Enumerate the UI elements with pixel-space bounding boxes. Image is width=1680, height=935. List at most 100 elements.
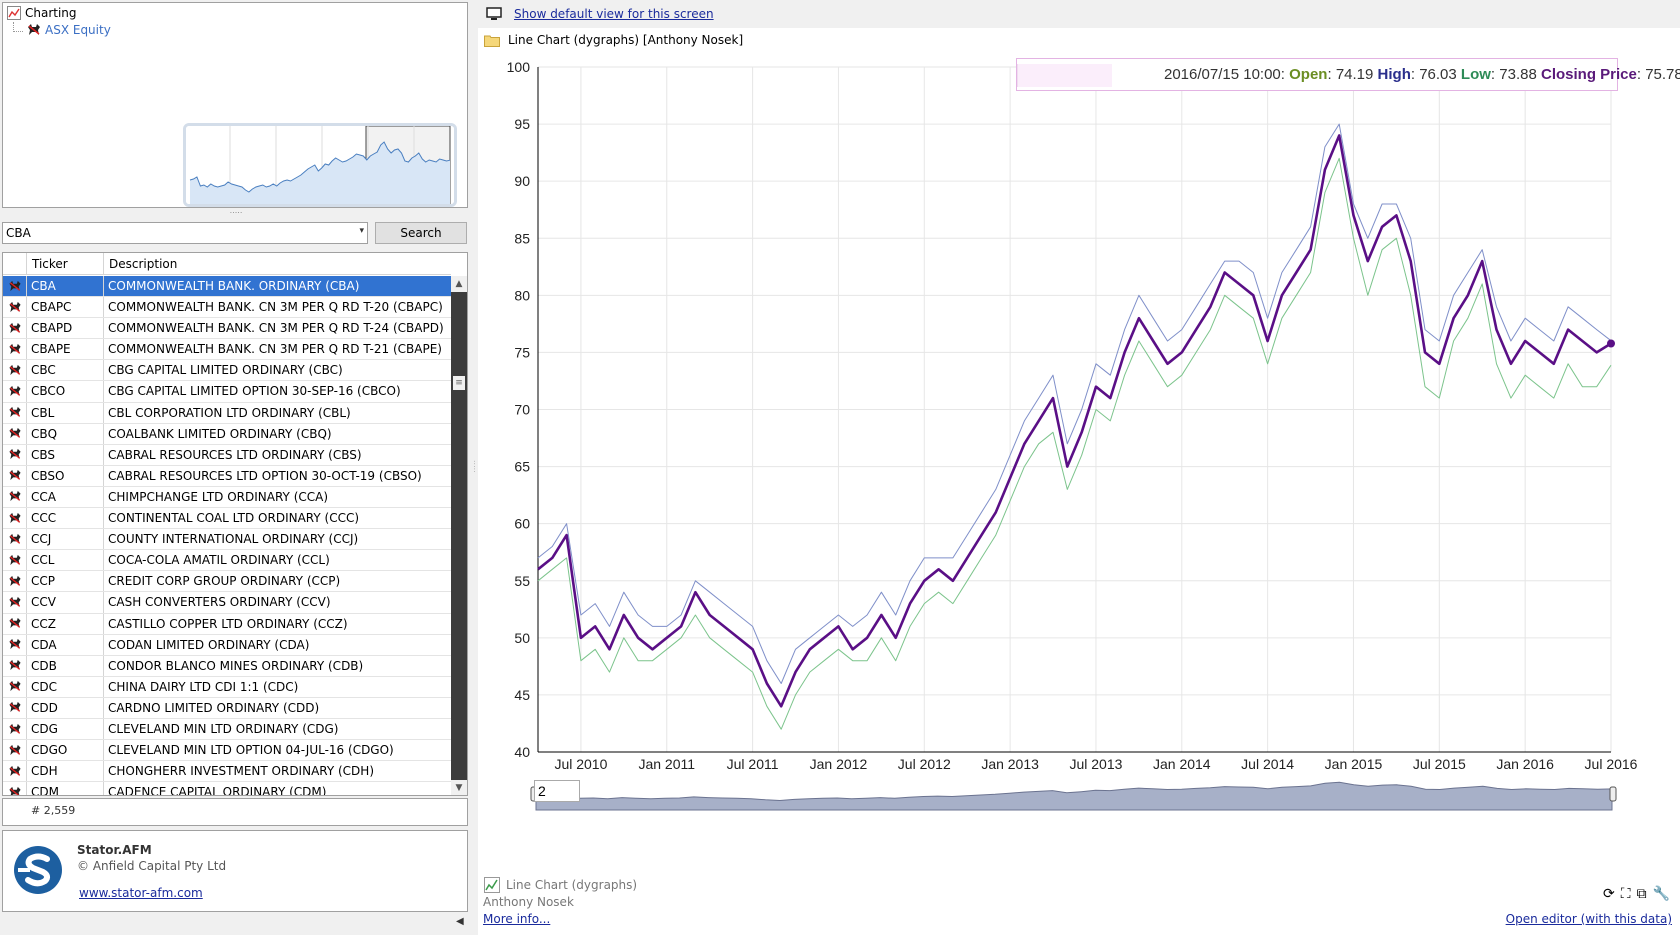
table-row[interactable]: CDGO CLEVELAND MIN LTD OPTION 04-JUL-16 (…: [3, 740, 451, 762]
ticker-cell: CCC: [27, 508, 104, 529]
footer-author: Anthony Nosek: [483, 895, 574, 909]
bull-bear-icon: [3, 360, 27, 381]
description-cell: COMMONWEALTH BANK. CN 3M PER Q RD T-21 (…: [108, 342, 442, 357]
more-info-link[interactable]: More info...: [483, 912, 551, 926]
brand-copyright: © Anfield Capital Pty Ltd: [77, 859, 227, 873]
grid-scrollbar[interactable]: ▲ ≡ ▼: [451, 276, 467, 795]
ticker-cell: CCP: [27, 571, 104, 592]
stator-logo-icon: [14, 846, 62, 894]
bull-bear-icon: [3, 486, 27, 508]
tree-item-asx-equity[interactable]: ASX Equity: [13, 22, 111, 37]
description-cell: CLEVELAND MIN LTD ORDINARY (CDG): [108, 721, 339, 736]
table-row[interactable]: CBL CBL CORPORATION LTD ORDINARY (CBL): [3, 402, 451, 424]
search-button[interactable]: Search: [375, 222, 467, 244]
table-row[interactable]: CBSO CABRAL RESOURCES LTD OPTION 30-OCT-1…: [3, 465, 451, 487]
chart-header: Line Chart (dygraphs) [Anthony Nosek]: [484, 33, 743, 47]
brand-website-link[interactable]: www.stator-afm.com: [79, 886, 203, 900]
table-row[interactable]: CCZ CASTILLO COPPER LTD ORDINARY (CCZ): [3, 613, 451, 635]
table-row[interactable]: CBAPE COMMONWEALTH BANK. CN 3M PER Q RD T…: [3, 339, 451, 361]
ticker-search-combo[interactable]: CBA ▾: [2, 222, 368, 244]
legend-swatch: [1017, 63, 1112, 87]
line-chart[interactable]: 40 45 50 55 60 65 70 75 80 85 90 95 100 Jul 2010 Jan …: [478, 52, 1680, 872]
chart-toolbar: ⟳ ⛶ ⧉ 🔧: [1603, 886, 1670, 902]
table-row[interactable]: CDM CADENCE CAPITAL ORDINARY (CDM): [3, 782, 451, 796]
x-tick-label: Jul 2013: [1069, 756, 1122, 772]
ticker-cell: CDB: [27, 655, 104, 676]
bull-bear-icon: [3, 697, 27, 718]
roll-period-input[interactable]: 2: [534, 780, 580, 802]
table-row[interactable]: CDB CONDOR BLANCO MINES ORDINARY (CDB): [3, 655, 451, 677]
search-input-value[interactable]: CBA: [6, 226, 31, 240]
y-tick-label: 90: [514, 173, 530, 189]
y-tick-label: 60: [514, 516, 530, 532]
fullscreen-icon[interactable]: ⛶: [1620, 886, 1631, 902]
ticker-cell: CDM: [27, 782, 104, 795]
series-high: [537, 123, 1612, 684]
table-row[interactable]: CCJ COUNTY INTERNATIONAL ORDINARY (CCJ): [3, 529, 451, 551]
y-tick-label: 70: [514, 402, 530, 418]
description-cell: CADENCE CAPITAL ORDINARY (CDM): [108, 785, 327, 796]
ticker-cell: CDC: [27, 676, 104, 697]
dropdown-arrow-icon[interactable]: ▾: [359, 226, 364, 236]
grid-header: Ticker Description: [3, 253, 451, 275]
table-row[interactable]: CDA CODAN LIMITED ORDINARY (CDA): [3, 634, 451, 656]
collapse-left-icon[interactable]: ◀: [456, 916, 464, 927]
table-row[interactable]: CBS CABRAL RESOURCES LTD ORDINARY (CBS): [3, 444, 451, 466]
scroll-down-icon[interactable]: ▼: [451, 780, 467, 795]
show-default-view-link[interactable]: Show default view for this screen: [514, 7, 714, 21]
grid-header-description[interactable]: Description: [109, 257, 178, 271]
table-row[interactable]: CCC CONTINENTAL COAL LTD ORDINARY (CCC): [3, 508, 451, 530]
description-cell: CARDNO LIMITED ORDINARY (CDD): [108, 700, 320, 715]
chart-header-title: Line Chart (dygraphs) [Anthony Nosek]: [508, 33, 744, 47]
line-chart-icon: [484, 877, 500, 893]
scroll-thumb[interactable]: ≡: [453, 376, 465, 390]
table-row[interactable]: CCL COCA-COLA AMATIL ORDINARY (CCL): [3, 550, 451, 572]
range-selector[interactable]: [530, 776, 1617, 812]
table-row[interactable]: CBC CBG CAPITAL LIMITED ORDINARY (CBC): [3, 360, 451, 382]
bull-bear-icon: [3, 297, 27, 318]
table-row[interactable]: CDH CHONGHERR INVESTMENT ORDINARY (CDH): [3, 761, 451, 783]
tree-root-charting[interactable]: Charting: [7, 6, 77, 20]
table-row[interactable]: CDC CHINA DAIRY LTD CDI 1:1 (CDC): [3, 676, 451, 698]
y-tick-label: 75: [514, 344, 530, 360]
table-row[interactable]: CDD CARDNO LIMITED ORDINARY (CDD): [3, 697, 451, 719]
brand-name: Stator.AFM: [77, 843, 152, 857]
folder-icon: [484, 35, 500, 47]
table-row[interactable]: CCV CASH CONVERTERS ORDINARY (CCV): [3, 592, 451, 614]
horizontal-splitter[interactable]: .....: [229, 206, 243, 215]
table-row[interactable]: CCA CHIMPCHANGE LTD ORDINARY (CCA): [3, 486, 451, 509]
table-row[interactable]: CBA COMMONWEALTH BANK. ORDINARY (CBA): [3, 276, 451, 298]
range-handle-right[interactable]: [1609, 786, 1617, 802]
legend-date: 2016/07/15 10:00:: [1164, 66, 1285, 83]
ticker-cell: CBAPE: [27, 339, 104, 360]
vertical-splitter[interactable]: .....: [472, 0, 481, 935]
table-row[interactable]: CBAPD COMMONWEALTH BANK. CN 3M PER Q RD T…: [3, 318, 451, 340]
scroll-up-icon[interactable]: ▲: [451, 276, 467, 292]
table-row[interactable]: CBCO CBG CAPITAL LIMITED OPTION 30-SEP-16…: [3, 381, 451, 403]
ticker-cell: CBQ: [27, 423, 104, 444]
table-row[interactable]: CBQ COALBANK LIMITED ORDINARY (CBQ): [3, 423, 451, 445]
bull-bear-icon: [3, 508, 27, 529]
settings-wrench-icon[interactable]: 🔧: [1652, 886, 1670, 902]
table-row[interactable]: CBAPC COMMONWEALTH BANK. CN 3M PER Q RD T…: [3, 297, 451, 319]
refresh-icon[interactable]: ⟳: [1603, 886, 1615, 902]
bull-bear-icon: [28, 24, 40, 35]
legend-open-label: Open: [1289, 66, 1328, 83]
table-row[interactable]: CCP CREDIT CORP GROUP ORDINARY (CCP): [3, 571, 451, 593]
bull-bear-icon: [3, 676, 27, 697]
popout-icon[interactable]: ⧉: [1636, 886, 1647, 902]
ticker-cell: CCZ: [27, 613, 104, 634]
description-cell: CLEVELAND MIN LTD OPTION 04-JUL-16 (CDGO…: [108, 743, 394, 758]
bull-bear-icon: [3, 423, 27, 444]
ticker-cell: CDGO: [27, 740, 104, 761]
chart-footer: Line Chart (dygraphs) Anthony Nosek More…: [478, 872, 1680, 935]
chart-area[interactable]: 40 45 50 55 60 65 70 75 80 85 90 95 100 Jul 2010 Jan …: [478, 52, 1680, 872]
grid-header-ticker[interactable]: Ticker: [27, 253, 104, 275]
ticker-cell: CDH: [27, 761, 104, 782]
x-tick-label: Jan 2016: [1496, 756, 1554, 772]
description-cell: CBG CAPITAL LIMITED OPTION 30-SEP-16 (CB…: [108, 384, 401, 399]
description-cell: CONTINENTAL COAL LTD ORDINARY (CCC): [108, 511, 360, 526]
y-tick-label: 100: [507, 59, 531, 75]
open-editor-link[interactable]: Open editor (with this data): [1505, 912, 1672, 926]
table-row[interactable]: CDG CLEVELAND MIN LTD ORDINARY (CDG): [3, 718, 451, 741]
